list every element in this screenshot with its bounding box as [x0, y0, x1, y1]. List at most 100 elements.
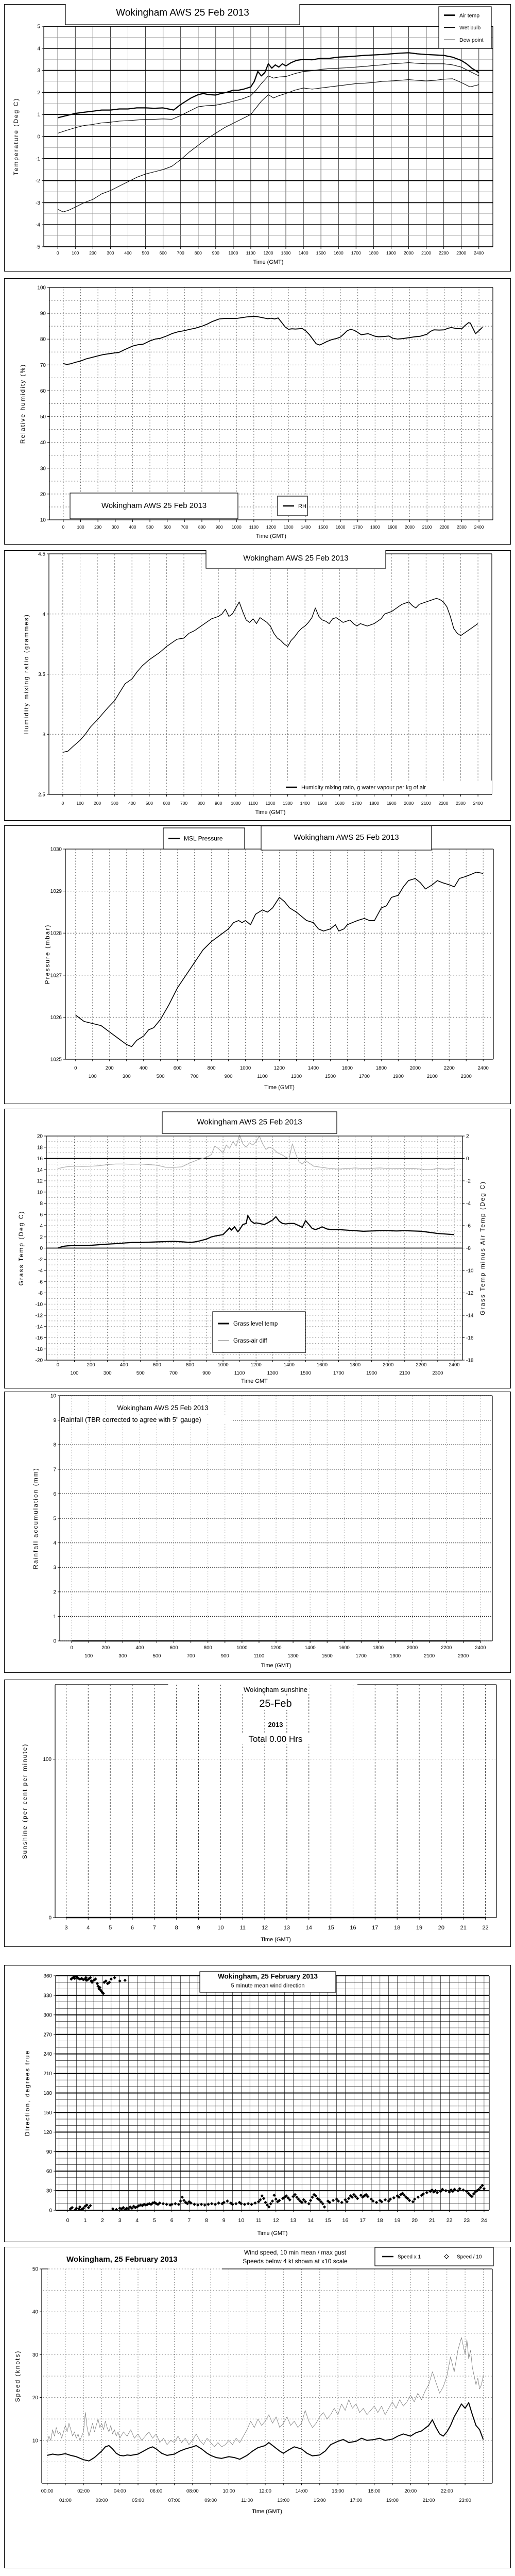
- x-tick-label: 5: [153, 2217, 156, 2224]
- x-tick-label: 19: [394, 2217, 401, 2224]
- chart-wind_direction: 0 1 2 3 4 5 6 7 8 9 10 11 12 13 14 15 16 17 18 19 20 21 22 23 24…: [4, 1965, 511, 2242]
- x-tick-label: 1000: [228, 250, 238, 256]
- series-max-gust: [47, 2337, 484, 2447]
- x-tick-label: 700: [187, 1653, 195, 1659]
- x-tick-label: 22: [447, 2217, 453, 2224]
- chart-text: Rainfall (TBR corrected to agree with 5"…: [61, 1416, 201, 1423]
- y-tick-label-right: -10: [466, 1268, 474, 1274]
- y-tick-label: 150: [43, 2110, 52, 2116]
- x-tick-label: 1700: [333, 1370, 344, 1376]
- y-tick-label: -16: [36, 1335, 43, 1341]
- x-tick-label: 800: [195, 250, 202, 256]
- chart-title: Wokingham AWS 25 Feb 2013: [294, 833, 399, 842]
- chart-text: Speeds below 4 kt shown at x10 scale: [243, 2258, 348, 2265]
- x-tick-label: 700: [191, 1074, 199, 1079]
- x-axis-label: Time (GMT): [256, 533, 286, 539]
- x-tick-label: 1200: [264, 250, 273, 256]
- x-tick-label: 1700: [351, 250, 361, 256]
- y-tick-label: 0: [48, 1916, 52, 1921]
- chart-title-box: [70, 493, 238, 519]
- y-tick-label: 3: [42, 732, 45, 738]
- x-tick-label: 600: [170, 1645, 178, 1651]
- y-tick-label: 0: [53, 1639, 56, 1645]
- x-tick-label: 0: [57, 250, 59, 256]
- x-tick-label: 1500: [316, 250, 326, 256]
- x-tick-label: 100: [84, 1653, 93, 1659]
- y-tick-label: 10: [40, 518, 46, 523]
- y-tick-label: 8: [53, 1443, 56, 1448]
- x-tick-label: 5: [109, 1925, 112, 1931]
- legend-label: Speed / 10: [457, 2255, 482, 2260]
- chart-rainfall: 0100200300400500600700800900100011001200…: [4, 1392, 511, 1673]
- series-dew-point: [58, 78, 479, 212]
- panel-pressure: 0 100 200 300 400 500 600 700 800 900 1000 1100 1200…: [4, 825, 511, 1104]
- legend-box: [374, 2247, 494, 2266]
- legend-label: RH: [298, 503, 306, 510]
- x-tick-label: 08:00: [186, 2488, 199, 2494]
- x-tick-label: 400: [120, 1362, 128, 1368]
- chart-text: Wokingham sunshine: [244, 1686, 307, 1693]
- x-tick-label: 2300: [456, 250, 466, 256]
- y-tick-label: 4: [53, 1540, 56, 1546]
- y-tick-label: -18: [36, 1347, 43, 1352]
- y-tick-label: 300: [43, 2012, 52, 2018]
- y-tick-label: 4: [37, 46, 40, 52]
- x-tick-label: 2300: [461, 1074, 472, 1079]
- x-tick-label: 1700: [356, 1653, 367, 1659]
- y-axis-label: Humidity mixing ratio (grammes): [23, 614, 30, 735]
- x-tick-label: 0: [62, 524, 65, 530]
- y-tick-label: 2: [40, 1234, 43, 1240]
- x-tick-label: 200: [94, 524, 101, 530]
- series-rh: [63, 316, 483, 365]
- y-tick-label: 30: [46, 2189, 53, 2194]
- x-tick-label: 13: [284, 1925, 290, 1931]
- x-tick-label: 04:00: [114, 2488, 126, 2494]
- y-tick-label: 3: [53, 1565, 56, 1571]
- y-axis-label: Grass Temp (Deg C): [18, 1211, 25, 1286]
- x-tick-label: 400: [129, 524, 136, 530]
- x-tick-label: 10:00: [223, 2488, 235, 2494]
- y-tick-label-right: -14: [466, 1313, 474, 1319]
- x-tick-label: 20: [438, 1925, 444, 1931]
- y-tick-label: 14: [37, 1167, 43, 1173]
- x-tick-label: 1300: [283, 801, 293, 806]
- x-tick-label: 2000: [383, 1362, 393, 1368]
- panel-border: [4, 278, 511, 545]
- x-axis-label: Time (GMT): [255, 809, 286, 816]
- y-tick-label: 100: [37, 285, 46, 291]
- chart-text: Total 0.00 Hrs: [249, 1734, 303, 1744]
- x-tick-label: 17: [372, 1925, 378, 1931]
- x-tick-label: 1800: [373, 1645, 384, 1651]
- y-tick-label: 3: [37, 68, 40, 74]
- y-tick-label: -14: [36, 1324, 43, 1330]
- x-tick-label: 200: [94, 801, 101, 806]
- panel-border: [4, 1392, 511, 1673]
- x-tick-label: 2100: [421, 250, 431, 256]
- x-tick-label: 1400: [301, 524, 311, 530]
- y-tick-label: 4.5: [38, 552, 45, 557]
- chart-title-box: [65, 4, 300, 25]
- chart-text: Wokingham, 25 February 2013: [66, 2255, 178, 2264]
- x-tick-label: 0: [71, 1645, 73, 1651]
- x-tick-label: 18: [377, 2217, 383, 2224]
- x-tick-label: 20:00: [404, 2488, 417, 2494]
- x-tick-label: 2400: [474, 524, 484, 530]
- legend-label: MSL Pressure: [184, 835, 223, 842]
- x-tick-label: 600: [153, 1362, 161, 1368]
- y-tick-label: 30: [32, 2352, 39, 2358]
- y-tick-label: 2: [37, 90, 40, 96]
- x-tick-label: 900: [216, 524, 223, 530]
- x-tick-label: 800: [198, 801, 205, 806]
- panel-wind-speed: 00:00 01:00 02:00 03:00 04:00 05:00 06:00 07:00…: [4, 2247, 511, 2568]
- x-tick-label: 1900: [386, 250, 396, 256]
- y-tick-label: 0: [37, 134, 40, 140]
- y-tick-label: 360: [43, 1974, 52, 1979]
- x-tick-label: 200: [106, 1065, 114, 1071]
- x-tick-label: 600: [174, 1065, 182, 1071]
- panel-border: [4, 1109, 511, 1388]
- x-tick-label: 100: [89, 1074, 97, 1079]
- x-tick-label: 1500: [318, 524, 328, 530]
- x-tick-label: 1300: [291, 1074, 302, 1079]
- y-tick-label: 20: [40, 492, 46, 497]
- y-tick-label: 10: [37, 1190, 43, 1195]
